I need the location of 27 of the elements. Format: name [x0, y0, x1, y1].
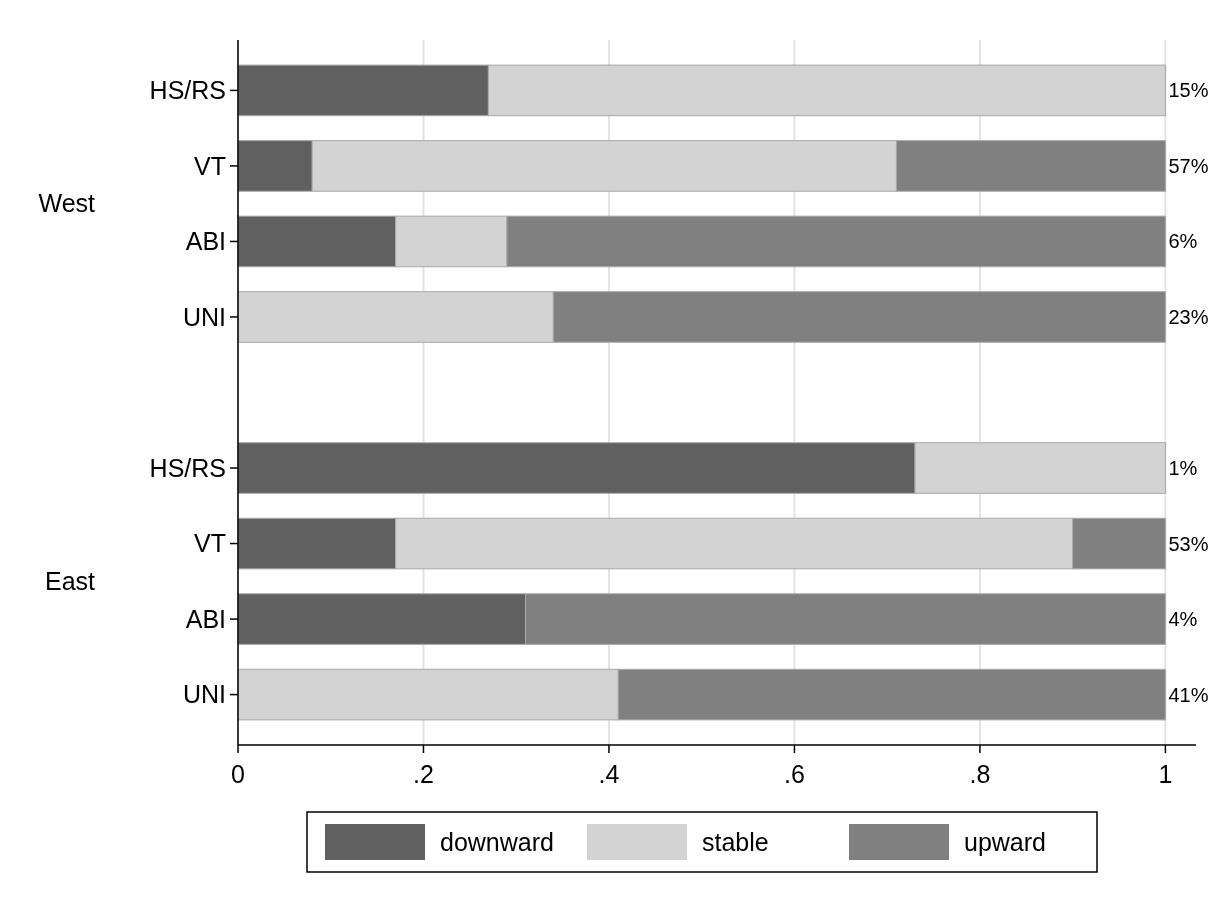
x-tick-label: .6	[784, 760, 805, 788]
x-tick-label: .8	[969, 760, 991, 788]
legend-label: stable	[702, 827, 769, 856]
y-tick-label: HS/RS	[149, 76, 226, 105]
legend-label: upward	[964, 827, 1046, 856]
y-tick-label: ABI	[185, 227, 226, 256]
annotation: 23%	[1168, 305, 1209, 328]
annotation: 41%	[1168, 683, 1209, 706]
annotation: 1%	[1168, 457, 1198, 480]
x-tick-label: 1	[1158, 760, 1173, 788]
x-tick-label: .4	[598, 760, 620, 788]
x-tick-label: 0	[231, 760, 245, 788]
text: East	[44, 567, 96, 596]
legend-label: downward	[440, 827, 554, 856]
x-tick-label: .2	[413, 760, 434, 788]
annotation: 53%	[1168, 532, 1209, 555]
y-tick-label: UNI	[182, 302, 226, 331]
y-tick-label: UNI	[182, 680, 226, 709]
y-tick-label: VT	[194, 151, 226, 180]
annotation: 57%	[1168, 154, 1209, 177]
y-tick-label: ABI	[185, 604, 226, 633]
annotation: 6%	[1168, 230, 1198, 253]
y-tick-label: HS/RS	[149, 453, 226, 482]
annotation: 4%	[1168, 608, 1198, 631]
y-tick-label: VT	[194, 529, 226, 558]
text: West	[38, 189, 96, 218]
annotation: 15%	[1168, 79, 1209, 102]
